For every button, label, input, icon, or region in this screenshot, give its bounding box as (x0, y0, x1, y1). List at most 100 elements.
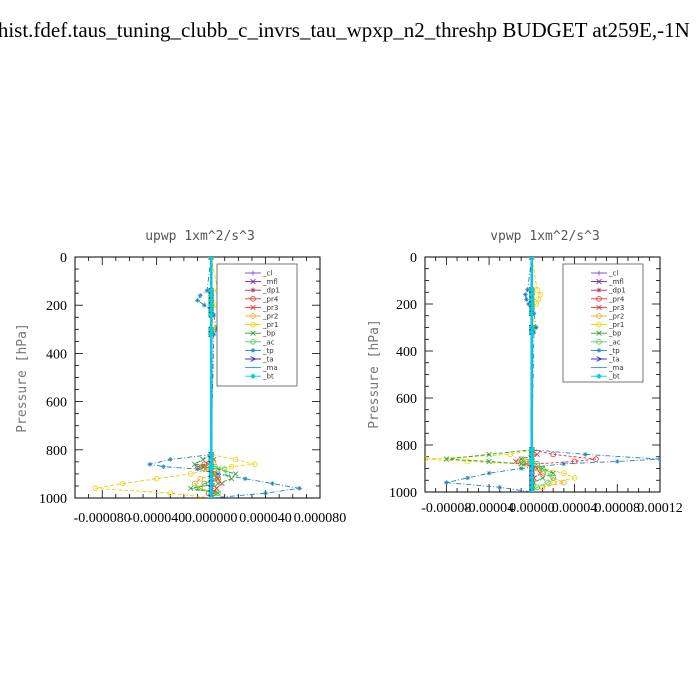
chart-panel-2: 0 200 400 600 800 1000 -0.00008-0.000040.00000… (367, 229, 683, 516)
series-point (537, 291, 544, 298)
y-tick-label: 200 (396, 298, 417, 313)
legend-label: _mfl (262, 278, 278, 286)
legend-label: _cl (262, 270, 272, 278)
legend-label: _pr3 (262, 304, 278, 312)
page-title-text: thist.fdef.taus_tuning_clubb_c_invrs_tau… (0, 18, 690, 42)
series-point (528, 489, 535, 492)
series-point (263, 490, 268, 496)
series-point (214, 326, 219, 332)
page-title: thist.fdef.taus_tuning_clubb_c_invrs_tau… (0, 18, 700, 43)
series-point (657, 456, 660, 462)
legend-label: _mfl (608, 278, 624, 286)
series-line-pr1 (425, 257, 576, 492)
series-point (191, 480, 198, 487)
x-tick-label: 0.00008 (595, 501, 641, 516)
legend-marker (250, 356, 257, 362)
series-point (545, 470, 551, 477)
series-point (187, 471, 194, 477)
series-point (497, 484, 503, 490)
series-point (204, 288, 210, 294)
series-point (251, 461, 258, 468)
series-point (232, 456, 239, 463)
y-axis-title: Pressure [hPa] (367, 319, 382, 429)
series-point (297, 485, 302, 491)
legend-label: _pr4 (262, 295, 279, 303)
y-axis-title: Pressure [hPa] (15, 323, 30, 433)
legend-marker (250, 287, 256, 293)
legend-marker (596, 330, 602, 336)
series-point (197, 475, 204, 482)
legend-label: _cl (608, 270, 618, 278)
series-point (269, 481, 275, 486)
series-point (208, 495, 214, 498)
series-point (208, 312, 214, 318)
series-point (195, 466, 200, 472)
series-point (539, 475, 546, 481)
legend-marker (596, 304, 602, 311)
legend-marker (250, 295, 256, 302)
legend-marker (250, 373, 256, 380)
series-point (197, 293, 203, 298)
legend: _cl_mfl_dp1_pr4_pr3_pr2_pr1_bp_ac_tp_ta_… (562, 263, 644, 383)
y-tick-label: 1000 (389, 486, 417, 501)
series-point (518, 466, 524, 471)
legend-marker (596, 313, 602, 319)
legend-marker (596, 287, 602, 293)
legend-marker (596, 278, 602, 285)
x-tick-label: 0.00004 (552, 501, 598, 516)
legend-marker (250, 330, 256, 336)
series-point (486, 458, 492, 465)
series-point (221, 466, 228, 472)
y-tick-label: 400 (46, 347, 67, 362)
series-point (200, 463, 206, 470)
series-point (167, 490, 174, 496)
series-point (518, 456, 524, 462)
series-point (195, 297, 200, 303)
series-point (119, 480, 126, 487)
series-point (507, 451, 514, 458)
x-tick-label: -0.000040 (128, 511, 185, 526)
series-point (528, 257, 535, 260)
legend-marker (250, 338, 256, 345)
series-point (213, 485, 220, 492)
series-point (228, 463, 235, 470)
legend-label: _bp (262, 330, 276, 338)
y-tick-label: 600 (396, 392, 417, 407)
legend-marker (596, 373, 602, 380)
series-point (201, 302, 207, 308)
series-point (192, 461, 198, 467)
series-point (188, 485, 194, 492)
series-point (525, 287, 530, 293)
legend-marker (596, 356, 603, 362)
series-point (194, 485, 201, 492)
legend-marker (596, 348, 602, 353)
x-tick-label: -0.00008 (421, 501, 471, 516)
series-point (161, 464, 166, 470)
panel-title: vpwp 1xm^2/s^3 (490, 229, 600, 244)
legend-marker (250, 304, 256, 311)
series-point (528, 329, 535, 336)
legend: _cl_mfl_dp1_pr4_pr3_pr2_pr1_bp_ac_tp_ta_… (216, 263, 298, 387)
legend-label: _ma (608, 364, 624, 372)
series-point (232, 471, 239, 477)
legend-marker (596, 321, 602, 328)
legend-label: _bt (608, 373, 620, 381)
series-point (425, 456, 428, 462)
legend-marker (250, 348, 256, 353)
series-point (486, 470, 492, 476)
series-point (215, 480, 221, 487)
series-point (224, 471, 231, 477)
series-point (528, 310, 535, 317)
y-tick-label: 1000 (39, 492, 67, 507)
series-point (443, 480, 449, 485)
x-tick-label: 0.000040 (239, 511, 292, 526)
legend-box (562, 263, 644, 383)
series-point (571, 475, 578, 481)
legend-marker (250, 270, 256, 276)
y-tick-label: 800 (396, 439, 417, 454)
y-tick-label: 600 (46, 396, 67, 411)
legend-marker (596, 338, 602, 345)
legend-label: _dp1 (262, 287, 280, 295)
series-point (513, 458, 519, 465)
